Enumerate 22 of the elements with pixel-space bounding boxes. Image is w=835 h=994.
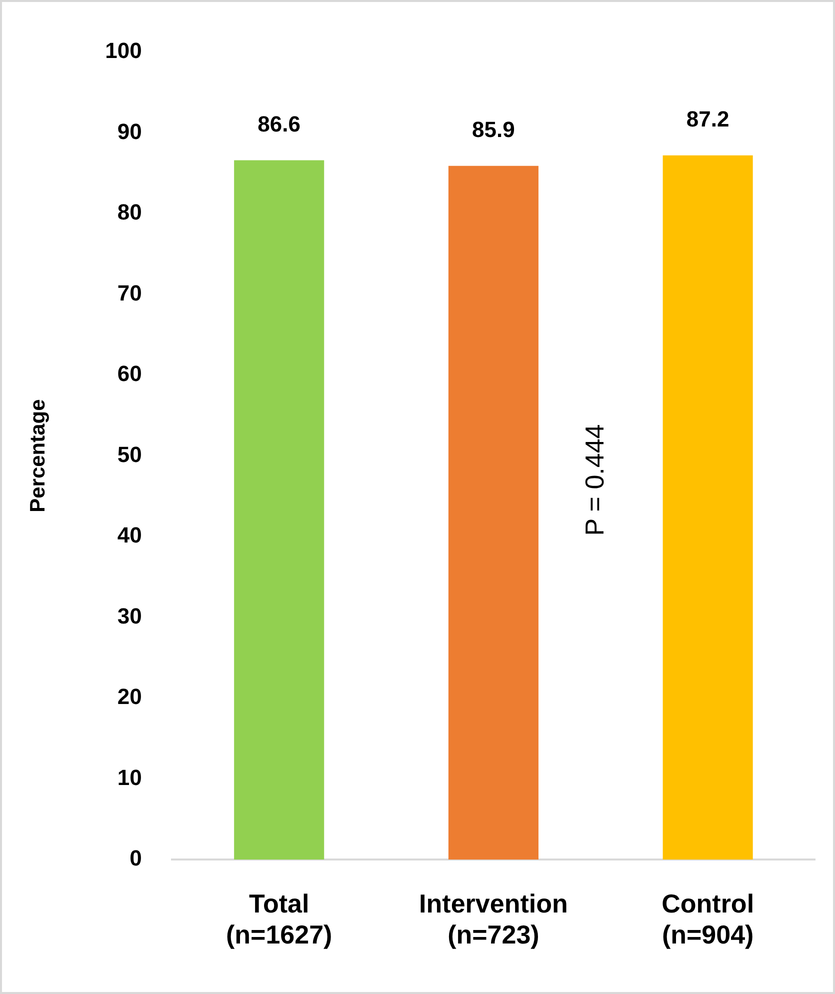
annotation: P = 0.444 xyxy=(580,424,610,536)
bar xyxy=(662,155,753,860)
bar xyxy=(448,166,538,860)
y-tick-label: 100 xyxy=(105,38,142,64)
data-label: 85.9 xyxy=(472,116,515,142)
y-axis-title: Percentage xyxy=(26,399,50,512)
data-label: 87.2 xyxy=(686,106,730,132)
y-tick-label: 10 xyxy=(117,764,142,790)
y-tick-label: 30 xyxy=(117,603,142,628)
x-tick-label: Intervention (n=723) xyxy=(419,888,568,950)
bar xyxy=(234,160,324,860)
y-tick-label: 90 xyxy=(117,118,142,144)
y-tick-label: 60 xyxy=(117,361,142,386)
y-tick-label: 80 xyxy=(117,200,142,225)
y-tick-label: 50 xyxy=(117,442,142,467)
x-tick-label: Total (n=1627) xyxy=(226,888,332,950)
y-tick-label: 70 xyxy=(117,280,142,306)
y-tick-label: 20 xyxy=(117,684,142,710)
y-tick-label: 40 xyxy=(117,522,142,548)
y-tick-label: 0 xyxy=(130,846,142,871)
data-label: 86.6 xyxy=(258,111,300,136)
x-tick-label: Control (n=904) xyxy=(662,888,754,950)
